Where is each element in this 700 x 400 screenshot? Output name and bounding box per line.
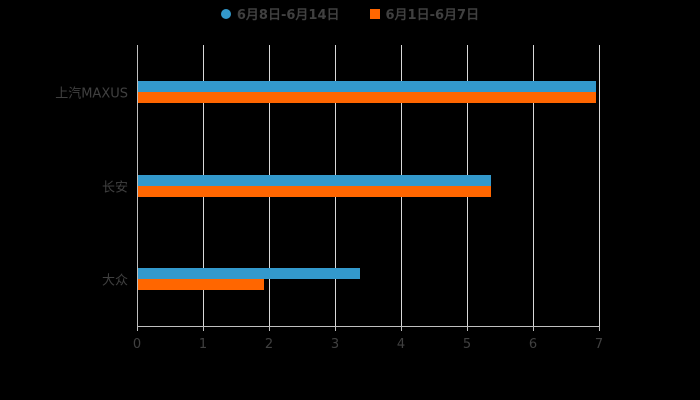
legend-circle-icon	[221, 9, 231, 19]
plot-area	[137, 45, 599, 326]
x-tick	[599, 326, 600, 331]
x-tick	[467, 326, 468, 331]
x-tick-label: 7	[595, 337, 603, 352]
x-tick-label: 3	[331, 337, 339, 352]
category-label: 上汽MAXUS	[55, 82, 128, 101]
x-tick	[269, 326, 270, 331]
x-tick	[203, 326, 204, 331]
x-tick	[401, 326, 402, 331]
gridline	[599, 45, 600, 326]
x-axis-line	[137, 326, 599, 327]
x-tick-label: 2	[265, 337, 273, 352]
legend-item-series-2[interactable]: 6月1日-6月7日	[370, 4, 480, 23]
x-tick-label: 4	[397, 337, 405, 352]
x-tick-label: 0	[133, 337, 141, 352]
legend-square-icon	[370, 9, 380, 19]
x-tick	[335, 326, 336, 331]
x-tick	[533, 326, 534, 331]
bar-week-jun8-14[interactable]	[138, 81, 596, 92]
bar-week-jun8-14[interactable]	[138, 268, 360, 279]
legend-item-series-1[interactable]: 6月8日-6月14日	[221, 4, 340, 23]
category-label: 大众	[102, 270, 128, 289]
x-tick-label: 5	[463, 337, 471, 352]
chart-legend: 6月8日-6月14日 6月1日-6月7日	[0, 4, 700, 23]
bar-week-jun1-7[interactable]	[138, 186, 491, 197]
x-tick-label: 6	[529, 337, 537, 352]
bar-week-jun1-7[interactable]	[138, 279, 264, 290]
bar-week-jun1-7[interactable]	[138, 92, 596, 103]
bar-week-jun8-14[interactable]	[138, 175, 491, 186]
legend-label: 6月8日-6月14日	[237, 4, 340, 23]
legend-label: 6月1日-6月7日	[386, 4, 480, 23]
x-tick	[137, 326, 138, 331]
x-tick-label: 1	[199, 337, 207, 352]
category-label: 长安	[102, 176, 128, 195]
